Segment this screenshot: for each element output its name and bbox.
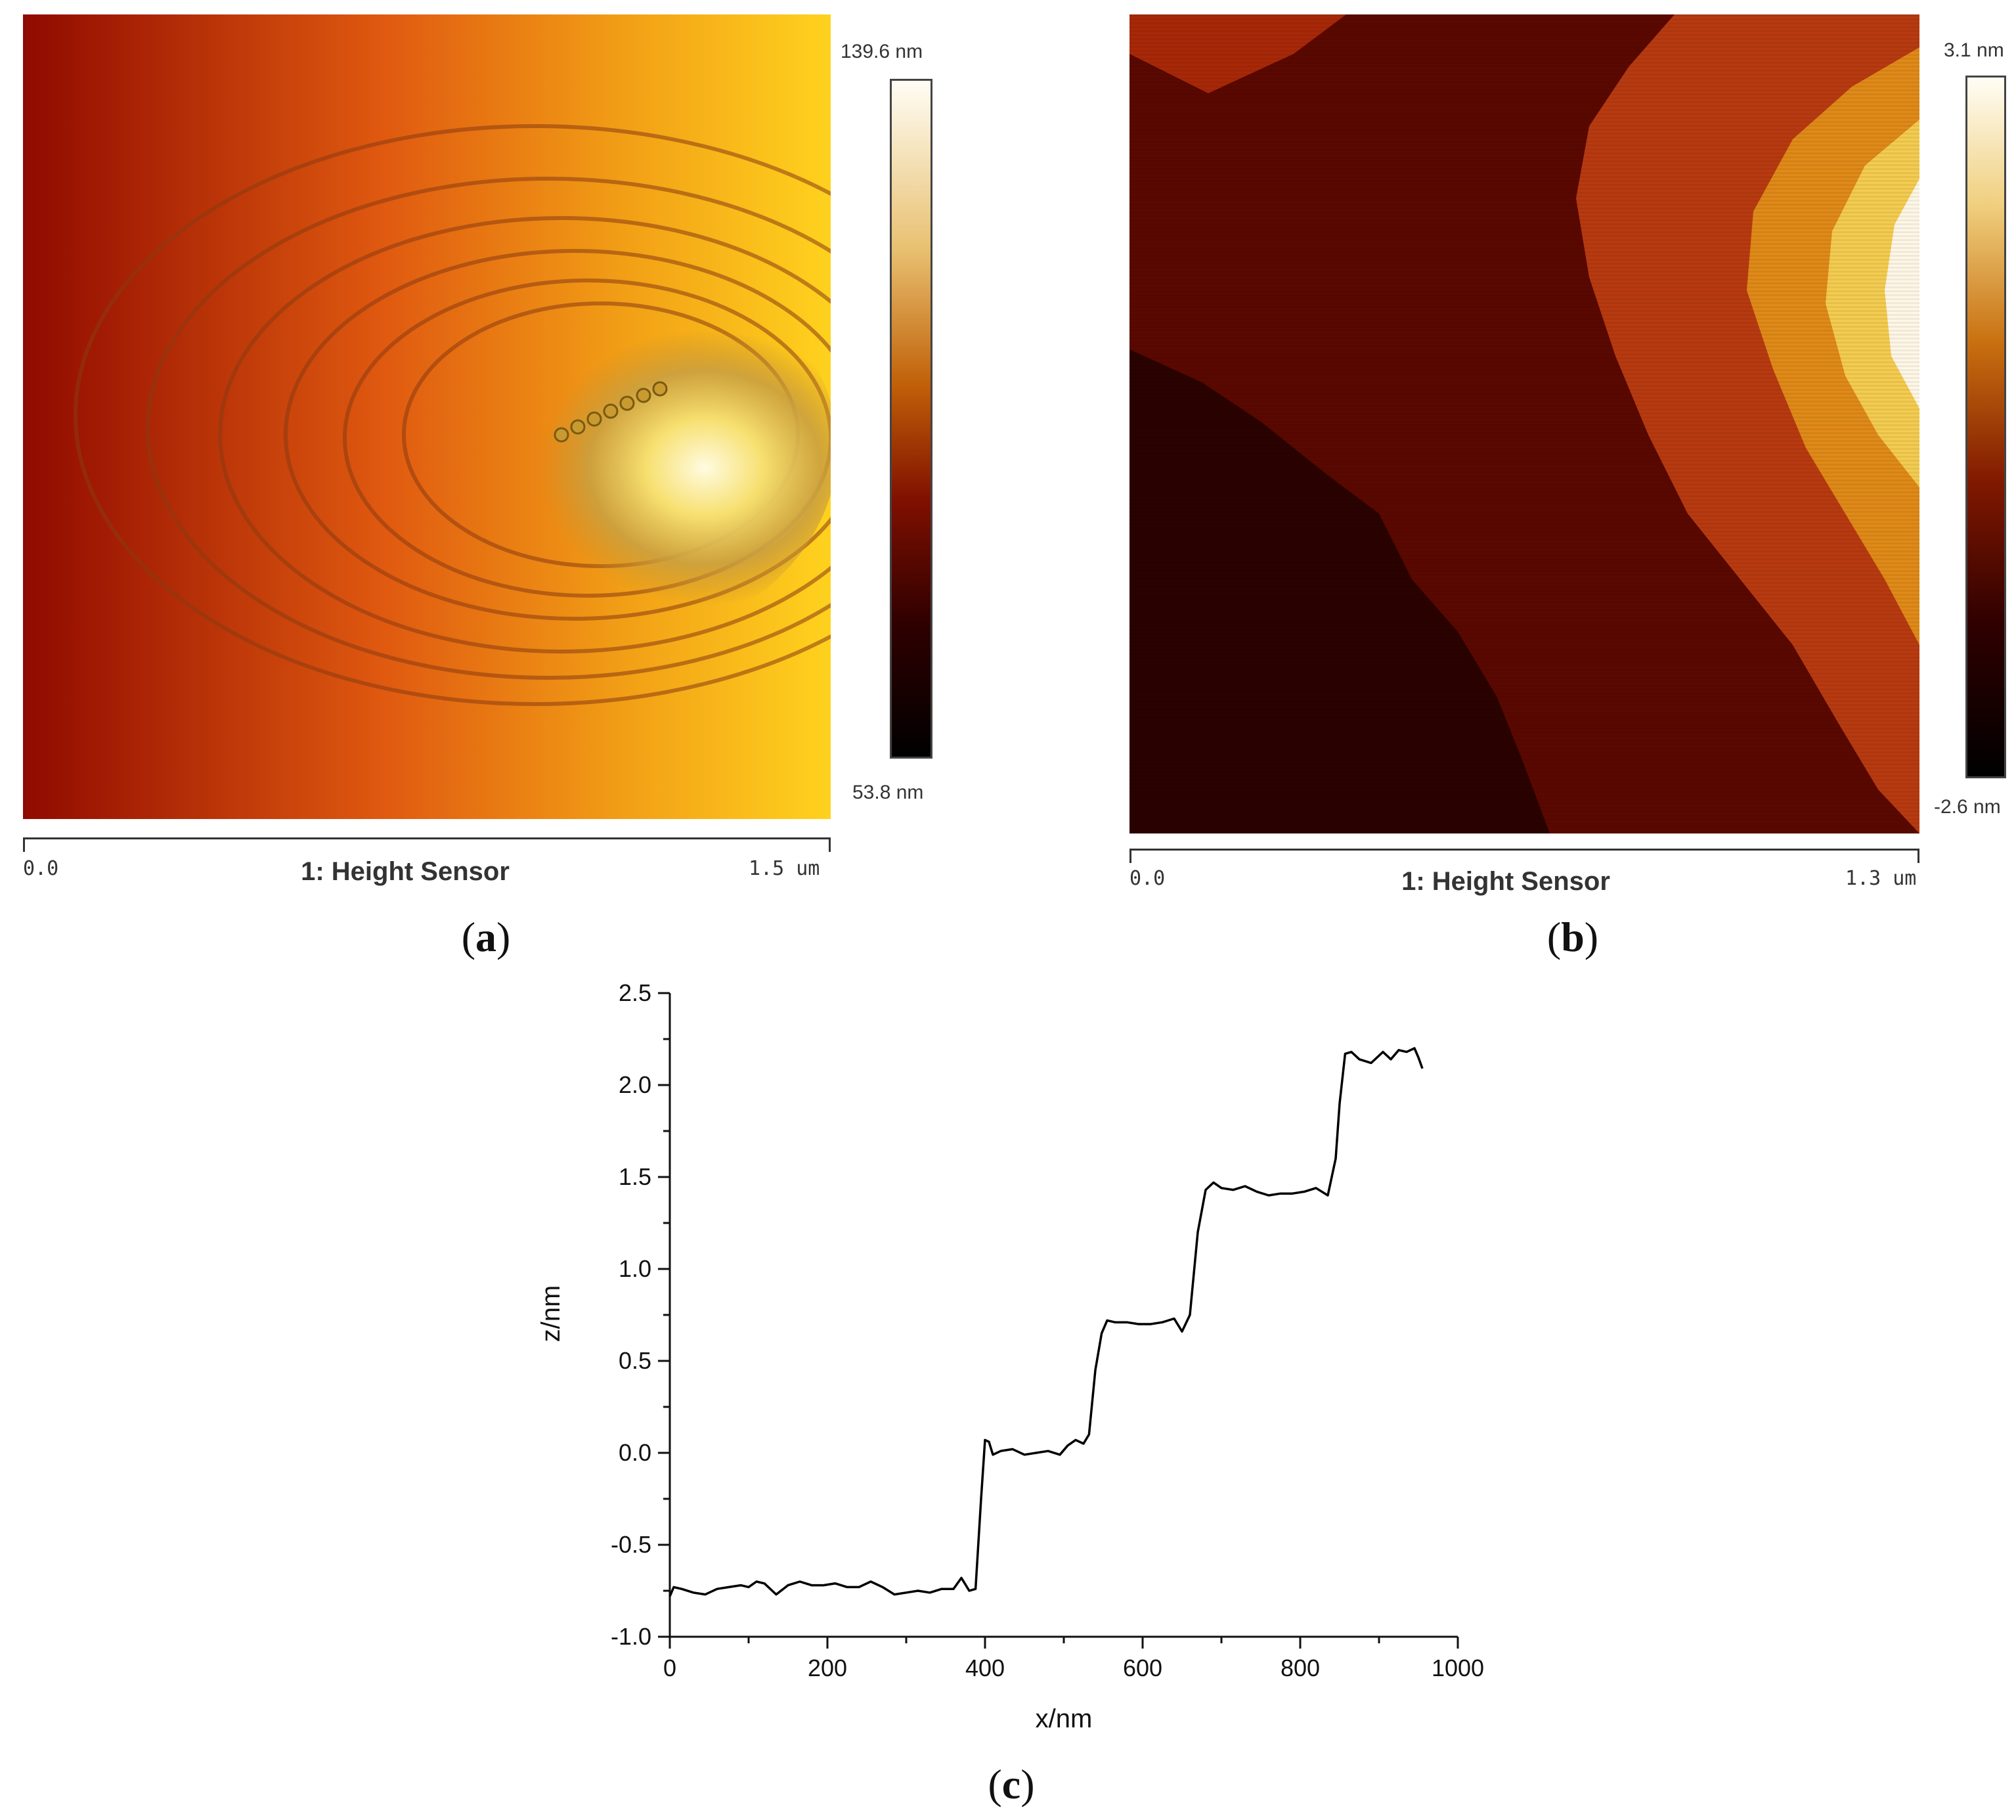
panel-label-b: (b) [1546, 914, 1599, 960]
scalebar-a-start: 0.0 [23, 857, 59, 880]
scalebar-a [23, 837, 831, 852]
chart-series [668, 1047, 1424, 1597]
scalebar-a-end: 1.5 um [749, 857, 820, 880]
scalebar-b-start: 0.0 [1129, 867, 1166, 890]
y-tick-label: 1.0 [619, 1255, 651, 1282]
colorbar-a-min-label: 53.8 nm [852, 782, 924, 803]
y-tick-label: 0.0 [619, 1439, 651, 1466]
y-axis-label: z/nm [537, 1285, 565, 1343]
x-tick-label: 400 [965, 1654, 1005, 1681]
series-line-height-profile [668, 1047, 1424, 1597]
x-tick-label: 1000 [1432, 1654, 1484, 1681]
sensor-label-a: 1: Height Sensor [301, 857, 510, 886]
colorbar-a-max-label: 139.6 nm [841, 41, 923, 62]
afm-height-image-a [23, 14, 831, 819]
x-tick-label: 800 [1281, 1654, 1320, 1681]
panel-label-c-letter: c [1001, 1761, 1021, 1808]
colorbar-a [890, 79, 932, 759]
y-tick-label: 2.5 [619, 979, 651, 1006]
colorbar-b-min-label: -2.6 nm [1934, 796, 2001, 818]
colorbar-b-max-label: 3.1 nm [1944, 39, 2004, 61]
x-tick-label: 600 [1123, 1654, 1162, 1681]
panel-label-b-letter: b [1561, 914, 1585, 960]
x-tick-label: 0 [663, 1654, 676, 1681]
panel-label-c: (c) [988, 1761, 1035, 1808]
chart-ticks: 0 200 400 600 800 1000 -1.0 -0.5 0.0 0.5 1.0 1.5 2.0… [611, 979, 1484, 1681]
y-tick-label: 2.0 [619, 1071, 651, 1098]
x-tick-label: 200 [808, 1654, 847, 1681]
y-tick-label: 1.5 [619, 1163, 651, 1190]
afm-height-image-b [1129, 14, 1919, 833]
sensor-label-b: 1: Height Sensor [1401, 867, 1610, 896]
x-axis-label: x/nm [1036, 1704, 1093, 1733]
panel-label-a: (a) [461, 914, 511, 960]
scalebar-b-end: 1.3 um [1845, 867, 1917, 890]
chart-axes [668, 993, 1458, 1638]
panel-label-a-letter: a [475, 914, 496, 960]
y-tick-label: -1.0 [611, 1623, 651, 1650]
colorbar-b [1965, 76, 2006, 778]
scalebar-b [1129, 849, 1919, 863]
y-tick-label: -0.5 [611, 1531, 651, 1558]
y-tick-label: 0.5 [619, 1347, 651, 1374]
